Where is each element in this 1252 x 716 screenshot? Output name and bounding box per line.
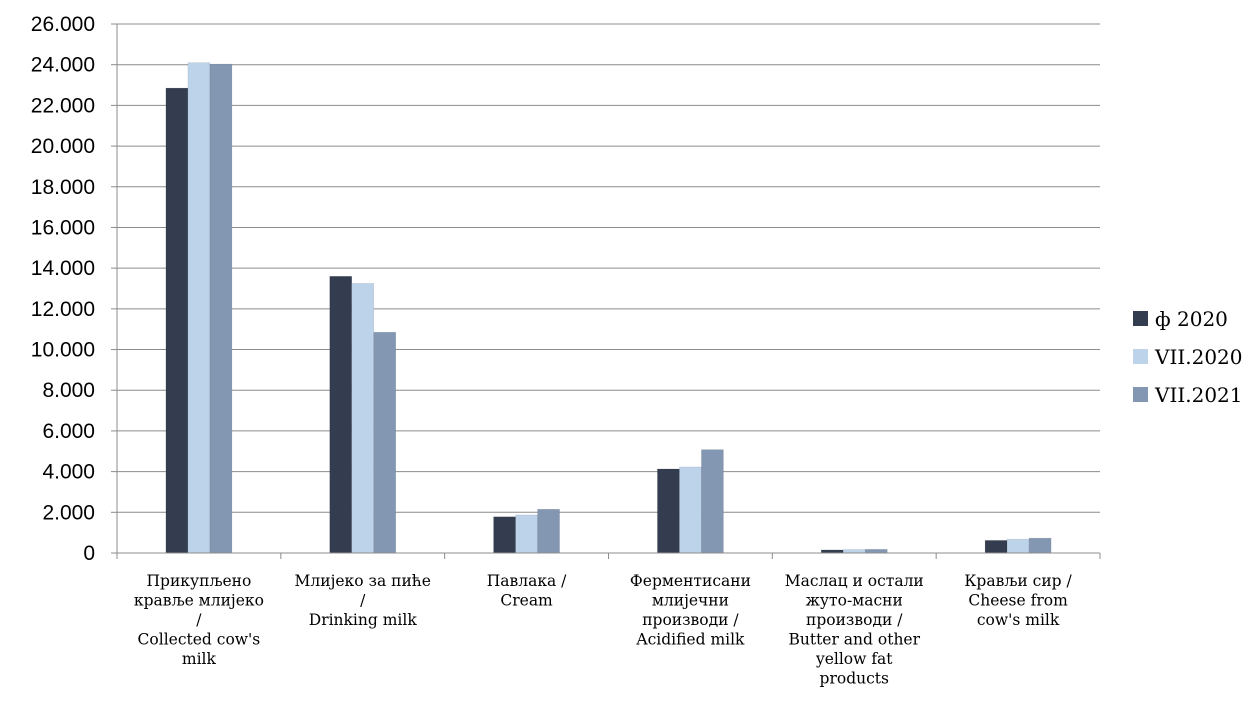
legend: ф 2020 VII.2020 VII.2021 — [1133, 307, 1243, 407]
bar-1-2 — [329, 275, 353, 554]
legend-label: VII.2020 — [1154, 345, 1243, 369]
bar-1-1 — [165, 87, 189, 554]
y-tick-label: 12.000 — [31, 298, 95, 321]
bar-3-4 — [701, 449, 724, 554]
category-label-line: Drinking milk — [309, 611, 418, 629]
category-label: Крављи сир / Cheese from cow's milk — [964, 572, 1072, 629]
y-tick-label: 14.000 — [31, 257, 95, 280]
y-tick-label: 18.000 — [31, 176, 95, 199]
category-label-line: Маслац и остали — [785, 572, 924, 590]
category-label-line: Acidified milk — [635, 631, 745, 649]
category-label-line: / — [360, 592, 366, 610]
category-label: Млијеко за пиће / Drinking milk — [295, 572, 431, 629]
category-label-line: производи / — [642, 611, 739, 629]
category-label-line: млијечни — [652, 592, 729, 610]
category-label-line: products — [820, 670, 889, 688]
bar-3-3 — [537, 508, 560, 554]
category-label: Ферментисани млијечни производи / Acidified… — [630, 572, 751, 649]
category-label: Павлака / Cream — [487, 572, 567, 610]
category-label-line: Прикупљено — [147, 572, 252, 590]
y-tick-label: 6.000 — [42, 420, 95, 443]
legend-swatch — [1133, 349, 1148, 364]
bar-1-3 — [493, 516, 516, 554]
bar-2-4 — [679, 466, 702, 554]
bar-1-6 — [984, 540, 1008, 554]
y-tick-label: 4.000 — [42, 461, 95, 484]
bar-3-5 — [864, 549, 888, 554]
y-tick-label: 24.000 — [31, 54, 95, 77]
legend-swatch — [1133, 311, 1148, 326]
category-label-line: milk — [182, 650, 217, 668]
category-label-line: Млијеко за пиће — [295, 572, 431, 590]
category-label-line: / — [196, 611, 202, 629]
y-tick-label: 16.000 — [31, 216, 95, 239]
bar-2-6 — [1006, 538, 1030, 554]
y-tick-label: 22.000 — [31, 94, 95, 117]
category-label-line: кравље млијеко — [134, 592, 264, 610]
y-tick-label: 0 — [83, 542, 95, 565]
category-label-line: производи / — [806, 611, 903, 629]
bar-2-3 — [515, 514, 538, 554]
legend-label: VII.2021 — [1154, 383, 1243, 407]
bar-3-1 — [209, 63, 233, 554]
bar-2-5 — [842, 549, 866, 554]
category-label-line: Крављи сир / — [964, 572, 1072, 590]
category-label-line: Ферментисани — [630, 572, 751, 590]
category-label-line: Collected cow's — [138, 631, 261, 649]
legend-label: ф 2020 — [1155, 307, 1228, 331]
bar-3-6 — [1028, 537, 1052, 554]
category-label: Прикупљено кравље млијеко / Collected cow's… — [134, 572, 264, 668]
y-tick-label: 10.000 — [31, 339, 95, 362]
category-label: Маслац и остали жуто-масни производи / Butt… — [785, 572, 924, 688]
y-axis-tick-labels: 0 2.000 4.000 6.000 8.000 10.000 12.000 14.000 1… — [31, 13, 95, 565]
category-label-line: Павлака / — [487, 572, 567, 590]
bar-3-2 — [373, 331, 397, 554]
category-label-line: cow's milk — [977, 611, 1060, 629]
category-label-line: жуто-масни — [806, 592, 903, 610]
grid-lines — [117, 23, 1100, 513]
bar-2-1 — [187, 62, 211, 554]
legend-swatch — [1133, 387, 1148, 402]
category-labels: Прикупљено кравље млијеко / Collected cow's… — [134, 572, 1073, 688]
category-label-line: Cheese from — [968, 592, 1068, 610]
y-tick-label: 8.000 — [42, 379, 95, 402]
y-tick-label: 2.000 — [42, 501, 95, 524]
axes — [111, 23, 1101, 559]
category-label-line: yellow fat — [815, 650, 893, 668]
bar-2-2 — [351, 283, 375, 554]
y-tick-label: 26.000 — [31, 13, 95, 36]
bars — [165, 62, 1052, 554]
bar-1-4 — [657, 468, 680, 554]
category-label-line: Butter and other — [788, 631, 920, 649]
category-label-line: Cream — [500, 592, 553, 610]
y-tick-label: 20.000 — [31, 135, 95, 158]
